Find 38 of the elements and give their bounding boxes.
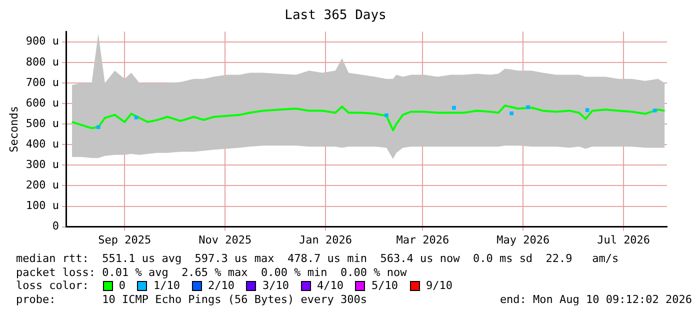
x-tick-label: Nov 2025 [198, 233, 252, 246]
point [526, 105, 530, 110]
x-tick-label: Mar 2026 [396, 233, 450, 246]
legend-label: 0 [118, 279, 126, 292]
point [134, 116, 138, 120]
text: end: Mon Aug 10 09:12:02 2026 [500, 292, 692, 306]
chart-title: Last 365 Days [284, 8, 386, 24]
point [96, 125, 100, 130]
x-tick-label: May 2026 [496, 233, 550, 246]
legend-label: 4/10 [316, 279, 344, 292]
y-tick-label: 0 [52, 220, 59, 233]
y-tick-label: 700 u [26, 76, 59, 89]
y-tick-label: 400 u [26, 137, 59, 150]
y-tick-label: 900 u [26, 34, 59, 48]
legend-label: 2/10 [208, 279, 234, 292]
y-axis-title: Seconds [7, 106, 20, 152]
x-tick-label: Sep 2025 [98, 233, 152, 246]
y-tick-label: 300 u [26, 158, 59, 172]
text: probe: 10 ICMP Echo Pings (56 Bytes) every 300s [16, 292, 367, 306]
y-tick-label: 600 u [26, 96, 59, 110]
legend-label: 3/10 [262, 279, 289, 292]
y-tick-label: 100 u [26, 199, 59, 212]
legend-title: loss color: [16, 279, 89, 292]
y-tick-label: 200 u [26, 178, 59, 192]
x-tick-label: Jan 2026 [299, 233, 352, 246]
point [510, 111, 514, 116]
point [384, 113, 388, 118]
point [585, 108, 590, 112]
point [452, 106, 456, 110]
legend-label: 5/10 [371, 279, 398, 292]
y-tick-label: 800 u [26, 55, 59, 68]
y-tick-label: 500 u [26, 116, 59, 130]
text: median rtt: 551.1 us avg 597.3 us max 478.7 us min 563.4 us now 0.0 ms sd 22.9 am/s [16, 252, 620, 266]
legend-label: 9/10 [426, 279, 452, 292]
x-tick-label: Jul 2026 [597, 233, 650, 246]
text: packet loss: 0.01 % avg 2.65 % max 0.00 % min 0.00 % now [16, 266, 408, 279]
point [652, 108, 657, 112]
legend-label: 1/10 [153, 279, 180, 292]
